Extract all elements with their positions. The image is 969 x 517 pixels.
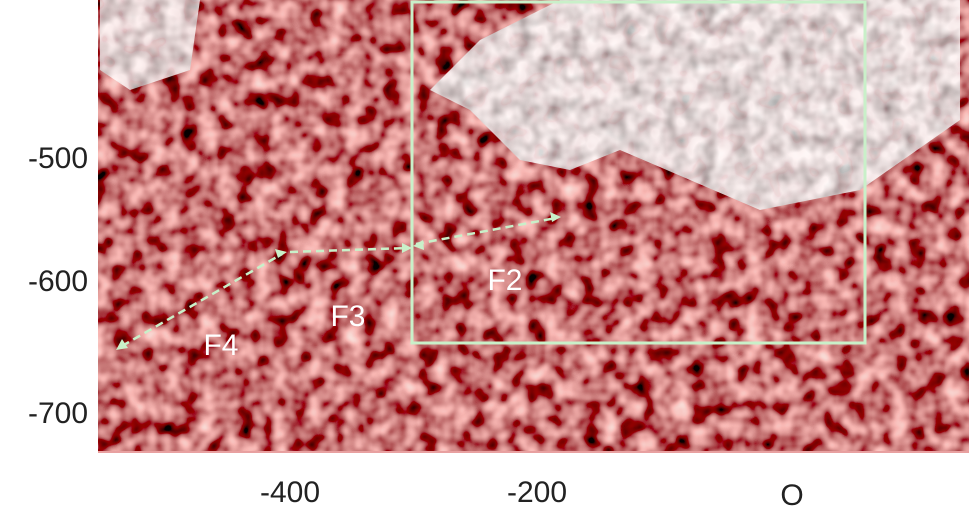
x-tick-label: -200 xyxy=(507,476,567,509)
y-tick-label: -700 xyxy=(28,397,88,430)
page: F2 F3 F4 -500 -600 -700 -400 -200 O (() … xyxy=(0,0,969,512)
y-tick-label: -500 xyxy=(28,142,88,175)
x-tick-label: O xyxy=(780,479,803,512)
region-label: F3 xyxy=(330,300,365,333)
x-tick-label: -400 xyxy=(260,476,320,509)
region-label: F2 xyxy=(487,264,522,297)
figure: F2 F3 F4 -500 -600 -700 -400 -200 O xyxy=(0,0,969,512)
y-tick-label: -600 xyxy=(28,265,88,298)
region-label: F4 xyxy=(203,329,238,362)
